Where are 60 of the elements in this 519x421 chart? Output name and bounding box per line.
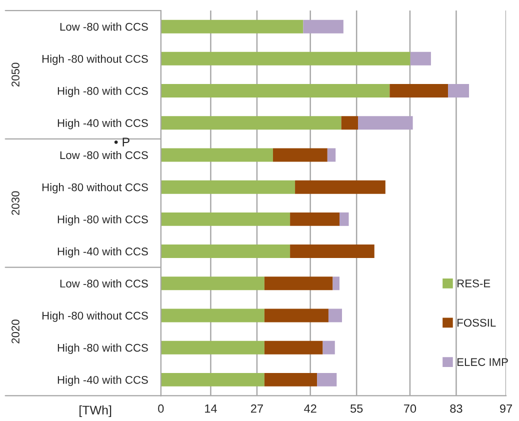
bar <box>160 84 390 98</box>
bar <box>160 212 290 226</box>
bar <box>264 340 323 354</box>
x-tick-label: 83 <box>450 404 462 413</box>
bar <box>160 372 264 386</box>
bar <box>160 116 342 130</box>
bar <box>322 340 335 354</box>
y-tick-label: High -40 with CCS <box>58 118 148 130</box>
bar <box>390 84 448 98</box>
bar <box>160 148 273 162</box>
y-tick-label: Low -80 with CCS <box>60 279 148 288</box>
bar <box>264 276 333 290</box>
x-axis-title: [TWh] <box>80 405 112 418</box>
x-tick-label: 55 <box>350 404 363 413</box>
y-tick-label: High -80 with CCS <box>58 215 148 226</box>
bar <box>160 52 410 66</box>
x-tick-label: 14 <box>205 404 217 413</box>
y-tick-label: Low -80 with CCS <box>60 22 148 31</box>
y-tick-label: High -80 without CCS <box>42 54 148 66</box>
bar <box>295 180 386 194</box>
bar <box>290 244 374 258</box>
x-tick-label: 0 <box>158 404 164 413</box>
legend-label: FOSSIL <box>458 318 496 327</box>
bar <box>160 180 296 194</box>
text: 2030 <box>12 191 20 215</box>
y-tick-label: High -40 with CCS <box>58 247 148 258</box>
y-tick-label: High -80 without CCS <box>42 311 148 322</box>
bar <box>327 148 336 162</box>
bar <box>160 340 264 354</box>
bar <box>290 212 340 226</box>
y-tick-label: High -80 without CCS <box>42 183 148 194</box>
x-tick-label: 42 <box>304 404 316 413</box>
bar <box>264 308 328 322</box>
y-tick-label: High -40 with CCS <box>58 376 148 386</box>
bar <box>160 244 290 258</box>
text: 2050 <box>12 62 20 87</box>
bar <box>410 52 431 66</box>
bar <box>317 372 337 386</box>
bar <box>341 116 358 130</box>
bar <box>272 148 328 162</box>
bar <box>160 276 264 290</box>
x-tick-label: 70 <box>404 404 416 413</box>
bar <box>448 84 470 98</box>
y-tick-label: Low -80 with CCS <box>60 150 148 160</box>
x-tick-label: 27 <box>250 404 263 413</box>
bar <box>328 308 342 322</box>
bar <box>358 116 413 130</box>
bar <box>332 276 340 290</box>
bar <box>160 308 264 322</box>
bar <box>340 212 349 226</box>
bar <box>264 372 318 386</box>
legend-label: ELEC IMP <box>458 358 508 366</box>
y-tick-label: High -80 with CCS <box>58 86 148 98</box>
text: • P <box>114 138 130 146</box>
text: 2020 <box>12 320 20 344</box>
bar <box>160 20 304 34</box>
bar <box>303 20 344 34</box>
x-tick-label: 97 <box>500 404 512 413</box>
legend-label: RES-E <box>458 280 490 288</box>
y-tick-label: High -80 with CCS <box>58 344 148 354</box>
